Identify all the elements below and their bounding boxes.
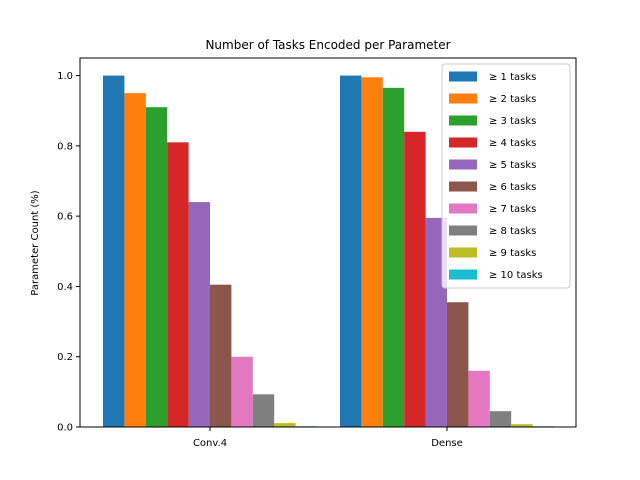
bar-series-1-dense xyxy=(340,75,362,427)
legend-label: ≥ 10 tasks xyxy=(489,270,543,281)
legend: ≥ 1 tasks ≥ 2 tasks ≥ 3 tasks ≥ 4 tasks ≥ 5 … xyxy=(441,63,571,289)
legend-swatch xyxy=(449,269,477,280)
bar-series-4-dense xyxy=(404,131,426,428)
legend-swatch xyxy=(449,137,477,148)
y-tick-label: 0.8 xyxy=(57,141,73,152)
bar-series-5-conv-4 xyxy=(188,202,210,427)
plot-frame xyxy=(79,57,577,428)
legend-swatch xyxy=(449,159,477,170)
bar-series-3-conv-4 xyxy=(145,107,168,427)
legend-swatch xyxy=(449,71,477,82)
legend-label: ≥ 4 tasks xyxy=(489,138,536,149)
bar-series-9-dense xyxy=(511,424,533,427)
legend-swatch xyxy=(449,115,477,126)
y-tick-label: 0.6 xyxy=(57,212,73,223)
legend-label: ≥ 1 tasks xyxy=(489,72,536,83)
legend-label: ≥ 5 tasks xyxy=(489,160,536,171)
bar-series-3-dense xyxy=(382,87,405,428)
legend-swatch xyxy=(449,93,477,104)
y-tick-label: 0.2 xyxy=(57,352,73,363)
bar-series-2-dense xyxy=(361,77,383,427)
legend-label: ≥ 8 tasks xyxy=(489,226,536,237)
chart-title: Number of Tasks Encoded per Parameter xyxy=(205,38,450,52)
legend-label: ≥ 3 tasks xyxy=(489,116,536,127)
bar-series-6-dense xyxy=(447,302,469,427)
bar-series-2-conv-4 xyxy=(124,93,146,427)
bar-series-1-conv-4 xyxy=(103,75,125,427)
y-tick-label: 0.0 xyxy=(57,423,73,434)
bar-series-7-dense xyxy=(468,370,490,427)
x-tick-label: Conv.4 xyxy=(193,438,227,449)
y-axis-label: Parameter Count (%) xyxy=(30,190,41,295)
axes-group: 0.0 0.2 0.4 0.6 0.8 1.0 Conv.4 Dense xyxy=(57,57,577,449)
bar-series-4-conv-4 xyxy=(167,142,189,427)
legend-swatch xyxy=(449,203,477,214)
bars-group xyxy=(103,75,554,428)
legend-swatch xyxy=(449,225,477,236)
y-tick-label: 1.0 xyxy=(57,71,73,82)
legend-swatch xyxy=(449,181,477,192)
y-tick-label: 0.4 xyxy=(57,282,73,293)
legend-label: ≥ 2 tasks xyxy=(489,94,536,105)
legend-swatch xyxy=(449,247,477,258)
legend-label: ≥ 9 tasks xyxy=(489,248,536,259)
bar-series-6-conv-4 xyxy=(210,284,232,427)
legend-label: ≥ 6 tasks xyxy=(489,182,536,193)
bar-series-8-conv-4 xyxy=(252,394,275,427)
bar-series-9-conv-4 xyxy=(274,423,296,427)
legend-label: ≥ 7 tasks xyxy=(489,204,536,215)
x-tick-label: Dense xyxy=(431,438,463,449)
bar-series-7-conv-4 xyxy=(231,356,253,427)
bar-series-8-dense xyxy=(489,411,512,427)
